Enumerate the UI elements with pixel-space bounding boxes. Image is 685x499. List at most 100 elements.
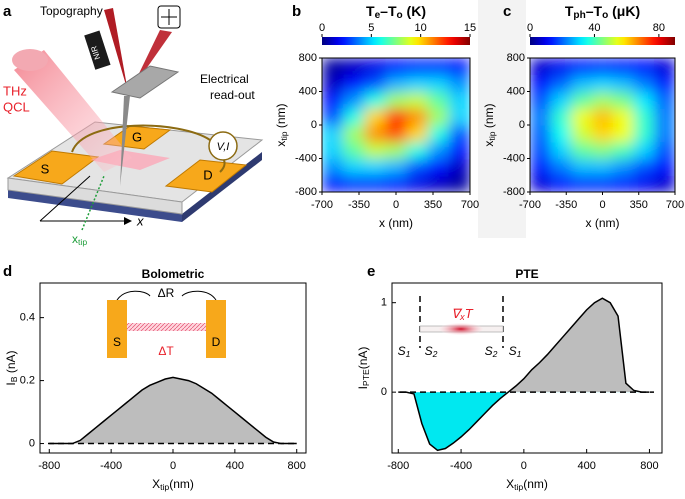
heatmap-cell [343,58,365,76]
x-tick-label: 400 [577,460,595,472]
panel-label: a [3,3,12,20]
y-axis-label-part: B [9,376,19,382]
heatmap-cell [592,158,614,176]
heatmap-cell [571,58,593,76]
colorbar [322,37,470,45]
heatmap-cell [612,108,635,126]
meter [208,131,238,161]
x-tick-label: 700 [666,199,684,211]
heatmap-cell [633,91,655,109]
x-tick-label: -350 [555,199,577,211]
line [49,376,297,445]
heatmap-cell [633,125,655,143]
x-tick-label: -700 [519,199,541,211]
y-axis-label-part: PTE [361,369,371,386]
inset-bolometric [107,290,226,358]
x-tick-label: 0 [393,199,399,211]
heatmap-cell [530,74,552,92]
x-tick-label: 350 [424,199,442,211]
arrow-head [124,217,132,225]
y-tick-label: -800 [295,186,317,198]
y-tick-label: 0 [519,119,525,131]
y-axis-label-part: I [356,386,370,389]
chart-title-part: (K) [403,3,426,19]
x-tick-label: 350 [630,199,648,211]
heatmap-cell [385,74,408,92]
heatmap-cell [343,91,365,109]
heatmap-cell [385,91,408,109]
heatmap-cell [343,125,365,143]
annotation: S2 [425,344,438,359]
heatmap-cell [571,125,593,143]
label: D [203,167,212,182]
nir-label: NIR [89,45,102,61]
y-tick-label: 800 [299,52,317,64]
heatmap-cell [654,108,675,126]
y-tick-label: 0 [311,119,317,131]
heatmap [530,58,675,192]
heatmap-cell [612,91,635,109]
heatmap-cell [612,74,635,92]
heatmap-cell [654,158,675,176]
heatmap-cell [364,91,386,109]
annotation-part: 2 [492,349,498,359]
heatmap-clip [530,58,675,192]
colorbar-tick-label: 15 [464,22,476,34]
heatmap-cell [427,141,450,159]
heatmap-cell [364,158,386,176]
annotation-part: S [509,344,517,358]
heatmap-cell [612,158,635,176]
annotation: S1 [509,344,522,359]
annotation: ΔR [158,286,175,300]
inset-pad [107,300,127,358]
colorbar [530,37,675,45]
panel-label: b [292,3,301,20]
x-axis-label-part: tip [514,482,523,492]
x-tick-label: -350 [348,199,370,211]
annotation: S [113,335,121,349]
heatmap-cell [448,125,470,143]
heatmap-cell [530,91,552,109]
heatmap-cell [654,141,675,159]
area-negative [398,392,650,451]
x-axis-label-part: (nm) [169,477,194,491]
label-part: x [72,232,78,246]
heatmap-cell [633,58,655,76]
heatmap-cell [406,108,429,126]
heatmap-cell [427,74,450,92]
inset-pte [419,296,504,348]
annotation: S2 [485,344,498,359]
chart-title-part: o [602,10,608,21]
annotation: D [212,335,221,349]
annotation-part: 1 [406,349,411,359]
panel-background [478,0,526,238]
chart-title: Te–To (K) [366,3,426,21]
label: x [136,213,144,228]
heatmap-clip [322,58,470,192]
y-tick-label: -400 [503,152,525,164]
panel-label: d [3,263,12,280]
heatmap-cell [592,125,614,143]
electrode-d [164,159,248,193]
y-axis-label-part: tip [487,131,497,140]
panel-label: e [367,263,375,280]
label: Topography [40,4,103,18]
x-tick-label: 0 [521,460,527,472]
plot-frame [529,57,676,193]
thz-beam [14,50,132,172]
heatmap-cell [448,108,470,126]
colorbar-tick-label: 80 [653,22,665,34]
chart-title: Bolometric [142,267,205,281]
heatmap-cell [427,125,450,143]
colorbar-tick-label: 40 [588,22,600,34]
plot-frame [391,282,663,454]
heatmap-cell [322,74,344,92]
chart-title-part: ph [573,10,585,21]
heatmap-cell [364,125,386,143]
y-axis-label: xtip (nm) [482,103,497,146]
chart-title-part: –T [586,3,603,19]
heatmap-cell [364,58,386,76]
x-axis-label-part: X [152,477,160,491]
y-axis-label: xtip (nm) [274,103,289,146]
heatmap-cell [385,58,408,76]
